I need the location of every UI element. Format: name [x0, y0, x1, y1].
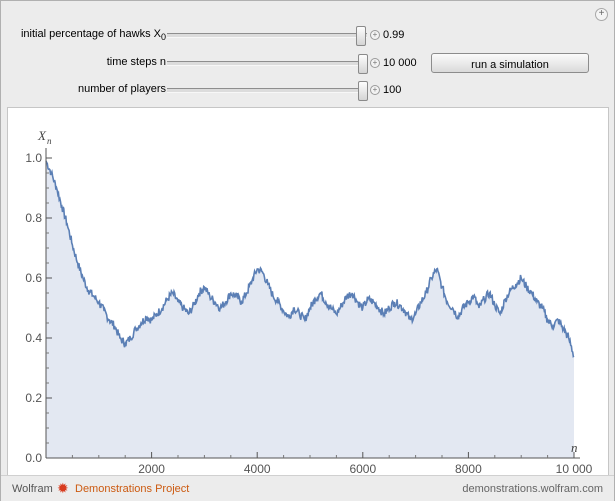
wolfram-spikey-icon: ✹	[57, 480, 69, 496]
wolfram-link[interactable]: Wolfram	[12, 483, 53, 495]
y-tick-label: 1.0	[25, 151, 42, 165]
players-slider-track[interactable]	[167, 88, 367, 93]
options-plus-icon[interactable]: +	[595, 8, 608, 21]
y-axis-label: X	[37, 128, 47, 143]
y-tick-label: 0.0	[25, 451, 42, 465]
y-tick-label: 0.6	[25, 271, 42, 285]
players-slider-thumb[interactable]	[358, 81, 368, 101]
x-axis-label: n	[571, 440, 578, 455]
initial-hawks-expand-icon[interactable]: +	[370, 30, 380, 40]
hawk-percentage-chart: 0.0 0.2 0.4 0.6 0.8 1.0 2000 4000 6000 8000 10 000…	[25, 128, 593, 476]
initial-hawks-subscript: 0	[160, 32, 166, 43]
initial-hawks-slider-thumb[interactable]	[356, 26, 366, 46]
x-tick-label: 10 000	[556, 462, 593, 475]
y-tick-label: 0.8	[25, 211, 42, 225]
y-tick-label: 0.4	[25, 331, 42, 345]
players-label: number of players	[77, 83, 166, 95]
x-tick-label: 4000	[244, 462, 271, 475]
run-simulation-button[interactable]: run a simulation	[431, 53, 589, 73]
time-steps-slider-track[interactable]	[167, 61, 367, 66]
demonstrations-project-link[interactable]: Demonstrations Project	[75, 483, 190, 495]
data-line-series	[45, 160, 575, 358]
footer-bar: Wolfram ✹ Demonstrations Project demonst…	[1, 475, 614, 501]
x-tick-label: 6000	[349, 462, 376, 475]
plot-panel: 0.0 0.2 0.4 0.6 0.8 1.0 2000 4000 6000 8000 10 000…	[7, 107, 609, 476]
players-value: 100	[383, 84, 402, 96]
demonstrations-url[interactable]: demonstrations.wolfram.com	[462, 483, 603, 495]
time-steps-expand-icon[interactable]: +	[370, 58, 380, 68]
x-tick-label: 8000	[455, 462, 482, 475]
players-expand-icon[interactable]: +	[370, 85, 380, 95]
x-tick-label: 2000	[138, 462, 165, 475]
time-steps-value: 10 000	[383, 57, 417, 69]
initial-hawks-slider-track[interactable]	[167, 33, 367, 38]
y-axis-label-subscript: n	[47, 136, 52, 146]
time-steps-label: time steps n	[106, 56, 166, 68]
initial-hawks-label: initial percentage of hawks X0	[21, 28, 166, 42]
initial-hawks-value: 0.99	[383, 29, 405, 41]
time-steps-slider-thumb[interactable]	[358, 54, 368, 74]
y-tick-label: 0.2	[25, 391, 42, 405]
initial-hawks-label-text: initial percentage of hawks X	[20, 28, 161, 40]
